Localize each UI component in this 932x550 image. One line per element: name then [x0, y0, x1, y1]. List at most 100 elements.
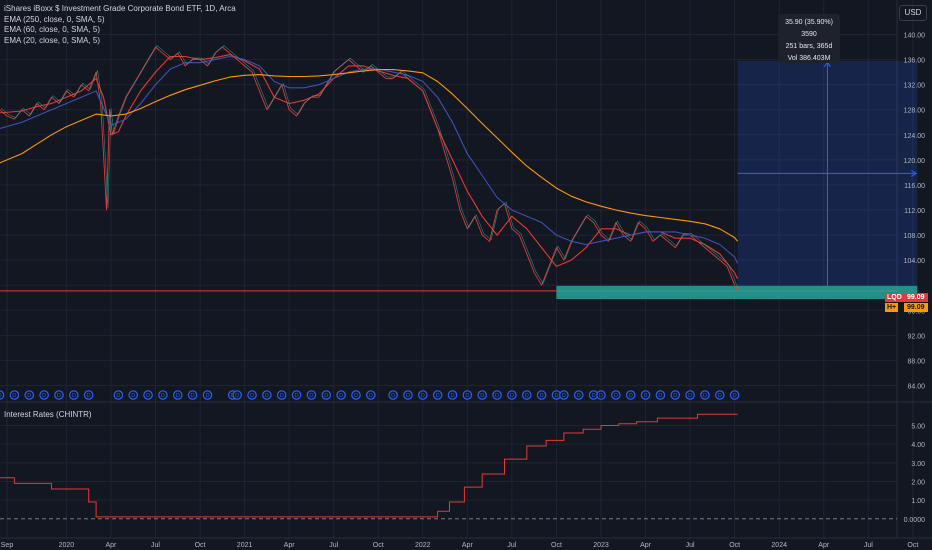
event-marker-21 — [321, 390, 332, 400]
event-marker-label-2: D — [27, 393, 31, 399]
price-tick-9: 120.00 — [904, 158, 926, 165]
time-axis: Sep 2020 Apr Jul Oct 2021 Apr Jul Oct 2022 Apr Jul O… — [1, 542, 919, 549]
price-tick-12: 132.00 — [904, 83, 926, 90]
event-marker-11 — [172, 390, 183, 400]
legend-ema-250[interactable]: EMA (250, close, 0, SMA, 5) — [4, 14, 105, 24]
event-marker-label-22: D — [339, 393, 343, 399]
legend-ema-60[interactable]: EMA (60, close, 0, SMA, 5) — [4, 25, 101, 34]
price-tick-8: 116.00 — [904, 183, 925, 190]
event-marker-29 — [447, 390, 458, 400]
legend-ema-20[interactable]: EMA (20, close, 0, SMA, 5) — [4, 35, 101, 45]
series-ema-20-close-0-sma-5- — [0, 54, 739, 280]
event-marker-46 — [685, 390, 695, 400]
time-tick-14: Apr — [640, 542, 652, 549]
event-marker-label-0: D — [0, 393, 2, 399]
time-tick-19: Jul — [864, 542, 873, 549]
event-marker-19 — [291, 390, 302, 400]
price-tick-2: 92.00 — [907, 333, 925, 340]
indicator-title[interactable]: Interest Rates (CHINTR) — [4, 410, 92, 419]
event-marker-3 — [39, 390, 49, 400]
time-tick-5: 2021 — [237, 542, 253, 549]
event-marker-label-32: D — [495, 393, 499, 399]
event-marker-12 — [187, 390, 198, 400]
event-marker-label-45: D — [673, 393, 677, 399]
event-marker-label-1: D — [12, 393, 16, 399]
event-marker-27 — [417, 390, 428, 400]
event-marker-30 — [462, 390, 473, 400]
measure-arrow-head-right — [911, 169, 918, 177]
event-marker-25 — [388, 390, 398, 400]
event-marker-6 — [83, 390, 94, 400]
measure-bars: 251 bars, 365d — [785, 43, 833, 50]
event-marker-44 — [655, 390, 666, 400]
time-tick-9: 2022 — [415, 542, 431, 549]
rate-tick-1: 1.00 — [911, 498, 925, 505]
event-marker-label-40: D — [599, 393, 603, 399]
time-tick-15: Jul — [686, 542, 695, 549]
event-marker-label-34: D — [525, 393, 529, 399]
event-marker-label-3: D — [42, 393, 46, 399]
time-tick-1: 2020 — [59, 542, 75, 549]
series-chintr — [0, 413, 738, 518]
grid-lines — [0, 0, 914, 538]
event-marker-32 — [492, 390, 502, 400]
price-tag-high-value: 99.09 — [904, 303, 928, 312]
measure-change: 35.90 (35.90%) 3590 — [785, 19, 833, 38]
event-marker-23 — [351, 390, 361, 400]
event-marker-label-17: D — [265, 393, 269, 399]
event-marker-37 — [559, 390, 569, 400]
rate-tick-3: 3.00 — [911, 461, 925, 468]
event-marker-10 — [158, 390, 168, 400]
time-tick-20: Oct — [907, 542, 918, 549]
event-marker-label-4: D — [57, 393, 61, 399]
measure-tooltip: 35.90 (35.90%) 3590 251 bars, 365d Vol 3… — [778, 14, 840, 63]
time-tick-13: 2023 — [593, 542, 609, 549]
event-marker-40 — [596, 390, 606, 400]
rate-tick-5: 5.00 — [911, 424, 925, 431]
event-marker-label-11: D — [176, 393, 180, 399]
time-tick-12: Oct — [551, 542, 562, 549]
rate-tick-0: 0.0000 — [904, 517, 926, 524]
price-tag-high-label: H+ — [885, 303, 899, 312]
rate-tick-4: 4.00 — [911, 442, 925, 449]
support-zone — [556, 285, 918, 299]
time-tick-0: Sep — [1, 542, 14, 549]
event-marker-label-12: D — [191, 393, 195, 399]
event-marker-label-10: D — [161, 393, 165, 399]
event-marker-label-25: D — [391, 393, 395, 399]
event-marker-28 — [432, 390, 443, 400]
time-tick-17: 2024 — [771, 542, 787, 549]
event-marker-34 — [521, 390, 532, 400]
time-tick-16: Oct — [729, 542, 740, 549]
event-marker-9 — [143, 390, 153, 400]
event-marker-label-49: D — [733, 393, 737, 399]
event-marker-label-39: D — [592, 393, 596, 399]
event-marker-label-27: D — [421, 393, 425, 399]
event-marker-43 — [640, 390, 651, 400]
series-price-up-shade — [0, 45, 740, 290]
event-marker-label-13: D — [205, 393, 209, 399]
event-marker-label-33: D — [510, 393, 514, 399]
event-marker-15 — [232, 390, 242, 400]
currency-button[interactable]: USD — [899, 5, 927, 21]
chart-title: iShares iBoxx $ Investment Grade Corpora… — [4, 4, 236, 13]
event-marker-42 — [625, 390, 636, 400]
price-tag-lqd-label: LQD — [885, 293, 904, 302]
event-marker-18 — [276, 390, 287, 400]
series-lqd — [0, 46, 738, 292]
event-marker-label-37: D — [562, 393, 566, 399]
event-marker-label-28: D — [436, 393, 440, 399]
event-marker-0 — [0, 390, 5, 400]
event-marker-label-19: D — [295, 393, 299, 399]
event-marker-1 — [9, 390, 20, 400]
event-marker-26 — [403, 390, 413, 400]
price-tick-7: 112.00 — [904, 208, 925, 215]
event-marker-45 — [670, 390, 681, 400]
event-marker-7 — [113, 390, 124, 400]
event-marker-8 — [128, 390, 139, 400]
price-tick-0: 84.00 — [907, 383, 925, 390]
event-marker-label-29: D — [451, 393, 455, 399]
price-tick-13: 136.00 — [904, 58, 926, 65]
